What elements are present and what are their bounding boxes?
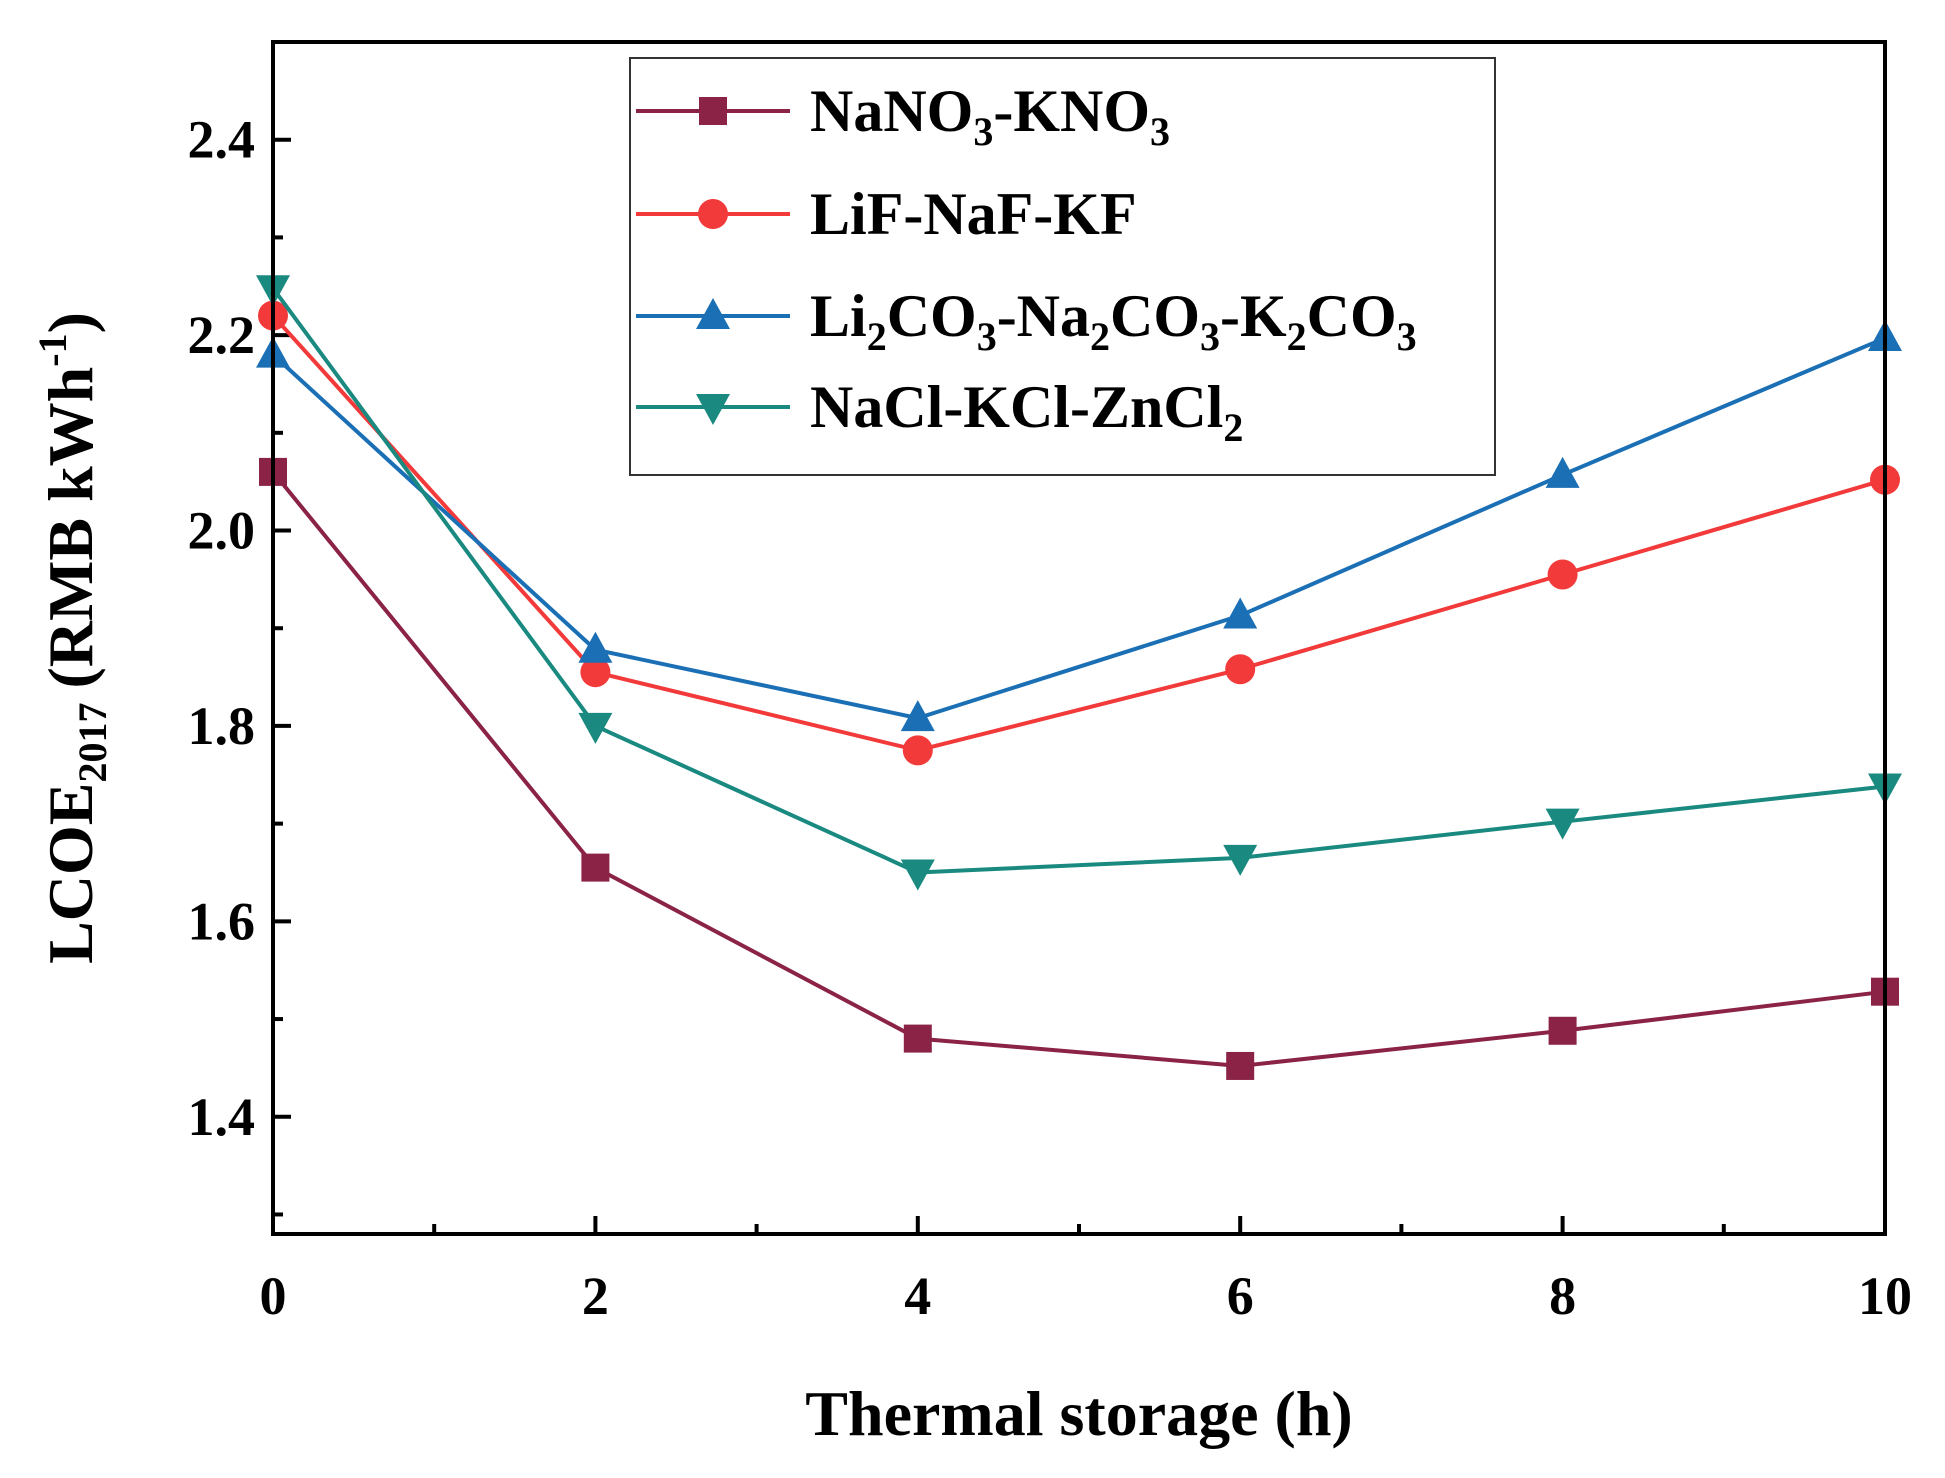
legend-swatch-marker: [696, 394, 730, 425]
data-point: [1223, 597, 1258, 629]
data-point: [1547, 559, 1578, 590]
legend-swatch-marker: [699, 97, 727, 125]
data-point: [900, 859, 935, 891]
series-line: [271, 470, 1886, 1068]
x-tick-label: 10: [1858, 1266, 1912, 1326]
series-layer: [256, 275, 1902, 1080]
y-tick-label: 2.2: [188, 305, 256, 365]
legend-label-subscript: 3: [1150, 109, 1170, 154]
legend-label: NaNO3-KNO3: [810, 78, 1170, 154]
y-axis-title-sub: 2017: [70, 703, 115, 783]
legend-item-3: NaCl-KCl-ZnCl2: [636, 374, 1243, 450]
series-1: [258, 300, 1900, 766]
x-tick-label: 4: [904, 1266, 931, 1326]
y-tick-labels: 1.4 1.6 1.8 2.0 2.2 2.4: [188, 110, 256, 1147]
legend-label-part: -K: [1220, 283, 1287, 349]
y-axis-title-unit-sup: -1: [30, 333, 75, 366]
series-line: [271, 287, 1886, 875]
y-tick-label: 2.4: [188, 110, 256, 170]
legend-label-part: LiF-NaF-KF: [810, 181, 1137, 247]
y-axis-title-unit-close: ): [35, 312, 106, 333]
x-tick-labels: 0 2 4 6 8 10: [260, 1266, 1913, 1326]
data-point: [581, 853, 610, 882]
data-point: [1548, 1016, 1577, 1045]
legend-label-part: CO: [1307, 283, 1397, 349]
data-point: [1226, 1051, 1255, 1080]
legend-label-subscript: 3: [973, 109, 993, 154]
legend: NaNO3-KNO3LiF-NaF-KFLi2CO3-Na2CO3-K2CO3N…: [629, 57, 1496, 476]
legend-item-1: LiF-NaF-KF: [636, 181, 1137, 247]
data-point: [902, 735, 933, 766]
legend-item-2: Li2CO3-Na2CO3-K2CO3: [636, 283, 1417, 359]
data-point: [900, 700, 935, 732]
series-line: [271, 336, 1886, 721]
legend-label: NaCl-KCl-ZnCl2: [810, 374, 1243, 450]
legend-label-subscript: 3: [977, 314, 997, 359]
data-point: [1545, 456, 1580, 488]
legend-label-part: -Na: [997, 283, 1090, 349]
x-tick-label: 2: [582, 1266, 609, 1326]
data-point: [903, 1024, 932, 1053]
legend-label-subscript: 2: [1287, 314, 1307, 359]
data-point: [578, 712, 613, 744]
legend-label-subscript: 2: [1090, 314, 1110, 359]
legend-label-part: NaNO: [810, 78, 973, 144]
series-line: [271, 314, 1886, 753]
legend-label: LiF-NaF-KF: [810, 181, 1137, 247]
legend-swatch-marker: [696, 298, 730, 329]
legend-label-part: -KNO: [993, 78, 1150, 144]
data-point: [1223, 844, 1258, 876]
legend-label-part: CO: [1110, 283, 1200, 349]
series-0: [259, 457, 1899, 1080]
legend-label-subscript: 2: [867, 314, 887, 359]
data-point: [580, 657, 611, 688]
x-tick-label: 0: [260, 1266, 287, 1326]
legend-label-part: NaCl-KCl-ZnCl: [810, 374, 1223, 440]
x-axis-title: Thermal storage (h): [805, 1378, 1352, 1449]
data-point: [578, 631, 613, 663]
legend-item-0: NaNO3-KNO3: [636, 78, 1170, 154]
legend-label-subscript: 2: [1223, 405, 1243, 450]
data-point: [1225, 654, 1256, 685]
legend-label-subscript: 3: [1200, 314, 1220, 359]
legend-label: Li2CO3-Na2CO3-K2CO3: [810, 283, 1417, 359]
y-tick-label: 1.4: [188, 1087, 256, 1147]
data-point: [1545, 808, 1580, 840]
series-2: [256, 320, 1902, 732]
legend-label-part: CO: [887, 283, 977, 349]
plot-frame: [271, 40, 1887, 1236]
legend-label-subscript: 3: [1397, 314, 1417, 359]
y-tick-label: 1.8: [188, 696, 256, 756]
y-tick-label: 2.0: [188, 501, 256, 561]
x-tick-label: 6: [1227, 1266, 1254, 1326]
y-axis-title-unit: (RMB kWh: [35, 367, 106, 689]
x-tick-label: 8: [1549, 1266, 1576, 1326]
legend-swatch-marker: [698, 199, 728, 229]
y-tick-label: 1.6: [188, 891, 256, 951]
y-axis-title: LCOE2017 (RMB kWh-1): [30, 312, 115, 964]
y-axis-title-main: LCOE: [35, 783, 106, 964]
legend-label-part: Li: [810, 283, 867, 349]
